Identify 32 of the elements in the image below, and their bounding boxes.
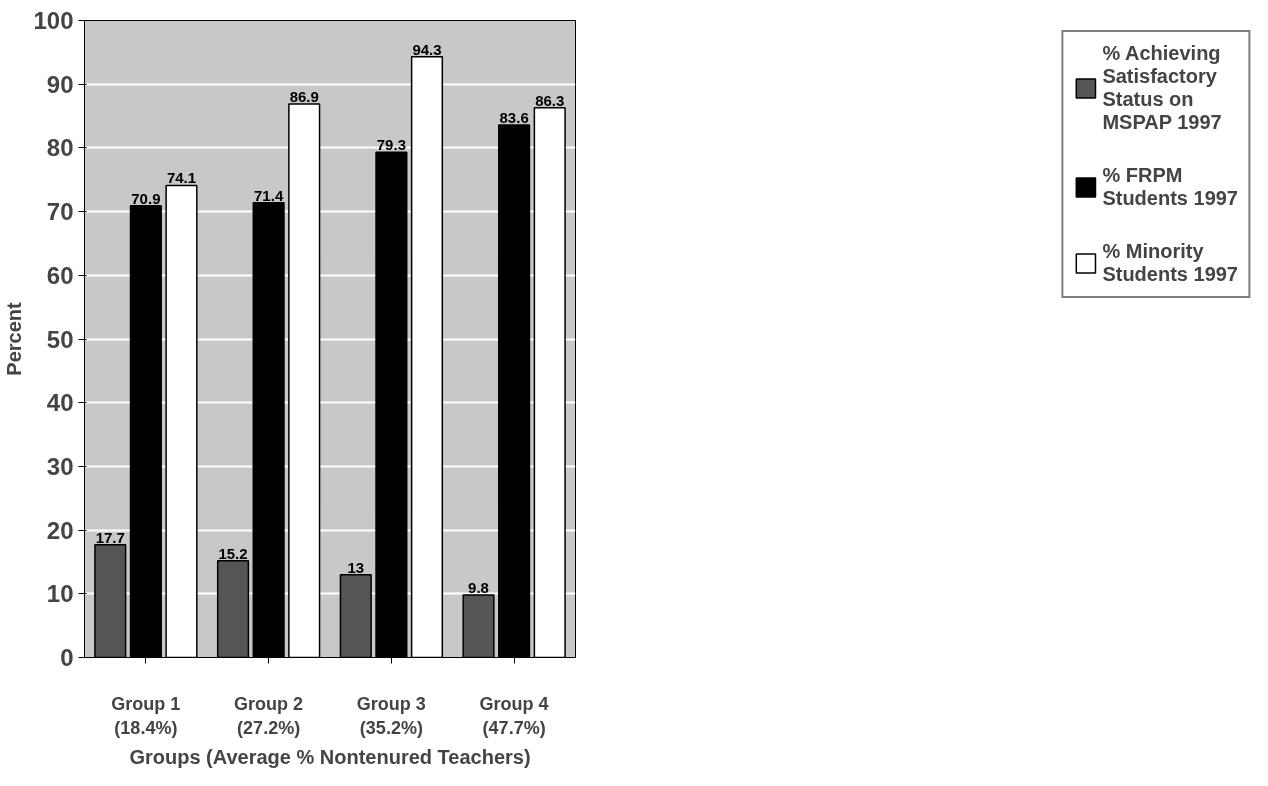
x-tick-label: Group 1 (18.4%) [111, 693, 181, 738]
data-label: 94.3 [412, 40, 442, 58]
data-label: 79.3 [376, 136, 406, 154]
data-label: 86.3 [535, 91, 565, 109]
x-tick-label: Group 2 (27.2%) [234, 693, 304, 738]
data-label: 83.6 [499, 108, 529, 126]
x-axis-title: Groups (Average % Nontenured Teachers) [129, 745, 531, 768]
legend-label: % FRPM Students 1997 [1102, 164, 1238, 210]
y-tick-label: 0 [60, 644, 74, 671]
data-label: 70.9 [131, 189, 161, 207]
y-tick-label: 30 [46, 452, 74, 480]
data-label: 17.7 [95, 528, 125, 546]
y-tick-label: 20 [46, 516, 74, 544]
legend-label: % Minority Students 1997 [1102, 240, 1238, 286]
data-label: 74.1 [166, 169, 197, 187]
data-label: 9.8 [468, 579, 489, 597]
legend-label: % Achieving Satisfactory Status on MSPAP 1997 [1102, 42, 1222, 134]
y-tick-label: 60 [46, 261, 74, 289]
x-tick-label: Group 4 (47.7%) [479, 693, 549, 738]
y-axis-title: Percent [3, 301, 26, 376]
y-tick-label: 40 [46, 389, 74, 417]
y-tick-label: 70 [46, 198, 74, 226]
y-tick-label: 10 [46, 580, 74, 608]
data-label: 86.9 [289, 87, 319, 105]
data-label: 13 [347, 558, 365, 576]
y-tick-label: 100 [33, 7, 74, 34]
data-label: 15.2 [218, 544, 248, 562]
x-tick-label: Group 3 (35.2%) [356, 693, 426, 738]
data-label: 71.4 [254, 186, 284, 204]
y-tick-label: 90 [46, 70, 74, 98]
y-tick-label: 80 [46, 134, 74, 162]
y-tick-label: 50 [46, 325, 74, 353]
